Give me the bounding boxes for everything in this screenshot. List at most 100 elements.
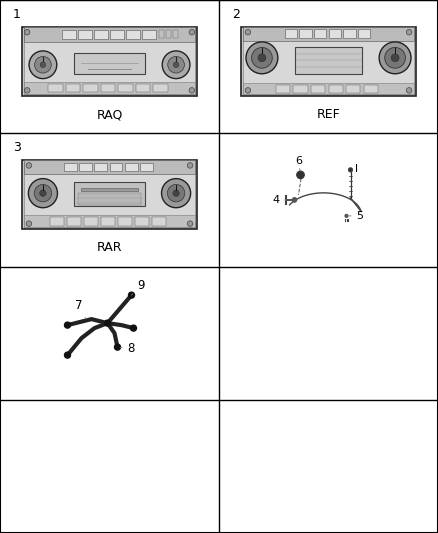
Text: 4: 4 [272, 195, 286, 205]
Circle shape [25, 29, 30, 35]
Circle shape [245, 29, 251, 35]
Bar [64, 163, 77, 171]
Bar [364, 85, 378, 93]
Circle shape [26, 221, 32, 227]
Bar [74, 182, 145, 206]
Text: l: l [354, 164, 357, 174]
Bar [276, 85, 290, 93]
Text: 3: 3 [13, 141, 21, 154]
Bar [293, 85, 308, 93]
Circle shape [28, 179, 57, 208]
Bar [285, 29, 297, 38]
Circle shape [187, 221, 193, 227]
Bar [78, 193, 141, 205]
Bar [110, 30, 124, 39]
Circle shape [251, 47, 272, 68]
Bar [153, 84, 168, 92]
Bar [346, 85, 360, 93]
Bar [62, 30, 76, 39]
Circle shape [385, 47, 406, 68]
Bar [22, 27, 197, 96]
Text: REF: REF [317, 108, 340, 121]
Bar [311, 85, 325, 93]
Circle shape [64, 352, 71, 358]
Bar [159, 30, 164, 38]
Bar [22, 160, 197, 229]
Bar [152, 217, 166, 225]
Bar [142, 30, 156, 39]
Bar [314, 29, 326, 38]
Bar [94, 30, 108, 39]
Circle shape [406, 87, 412, 93]
Bar [328, 29, 341, 38]
Bar [118, 217, 132, 225]
Circle shape [25, 87, 30, 93]
Bar [136, 84, 150, 92]
Bar [173, 30, 178, 38]
Bar [83, 84, 98, 92]
Bar [243, 27, 414, 41]
Bar [24, 215, 195, 228]
Circle shape [345, 214, 348, 217]
Bar [118, 84, 133, 92]
Bar [24, 27, 195, 42]
Text: 7: 7 [74, 299, 86, 319]
Circle shape [162, 179, 191, 208]
Circle shape [162, 51, 190, 78]
Bar [140, 163, 153, 171]
Circle shape [246, 42, 278, 74]
Bar [243, 28, 414, 94]
Circle shape [173, 190, 179, 196]
Bar [67, 217, 81, 225]
Circle shape [64, 322, 71, 328]
Bar [24, 161, 195, 228]
Text: RAR: RAR [97, 241, 122, 254]
Bar [295, 47, 362, 74]
Circle shape [131, 325, 137, 331]
Circle shape [26, 163, 32, 168]
Circle shape [245, 87, 251, 93]
Bar [343, 29, 356, 38]
Circle shape [173, 62, 179, 68]
Circle shape [297, 171, 304, 179]
Bar [74, 53, 145, 74]
Bar [24, 82, 195, 94]
Circle shape [348, 168, 353, 172]
Circle shape [105, 320, 110, 326]
Circle shape [292, 197, 297, 203]
Text: 2: 2 [232, 8, 240, 21]
Text: RAQ: RAQ [96, 108, 123, 121]
Circle shape [40, 62, 46, 68]
Bar [166, 30, 171, 38]
Bar [328, 85, 343, 93]
Bar [94, 163, 107, 171]
Circle shape [40, 190, 46, 196]
Bar [127, 30, 140, 39]
Circle shape [34, 184, 52, 202]
Bar [125, 163, 138, 171]
Circle shape [187, 163, 193, 168]
Circle shape [258, 54, 266, 62]
Bar [84, 217, 98, 225]
Bar [79, 163, 92, 171]
Bar [78, 30, 92, 39]
Bar [50, 217, 64, 225]
Bar [358, 29, 370, 38]
Bar [66, 84, 80, 92]
Bar [101, 217, 115, 225]
Bar [81, 188, 138, 191]
Circle shape [391, 54, 399, 62]
Bar [241, 27, 416, 96]
Bar [24, 28, 195, 94]
Bar [101, 84, 115, 92]
Text: 1: 1 [13, 8, 21, 21]
Circle shape [406, 29, 412, 35]
Bar [299, 29, 312, 38]
Circle shape [168, 56, 184, 73]
Circle shape [343, 213, 350, 219]
Bar [243, 83, 414, 94]
Bar [135, 217, 149, 225]
Circle shape [379, 42, 411, 74]
Circle shape [189, 29, 194, 35]
Bar [48, 84, 63, 92]
